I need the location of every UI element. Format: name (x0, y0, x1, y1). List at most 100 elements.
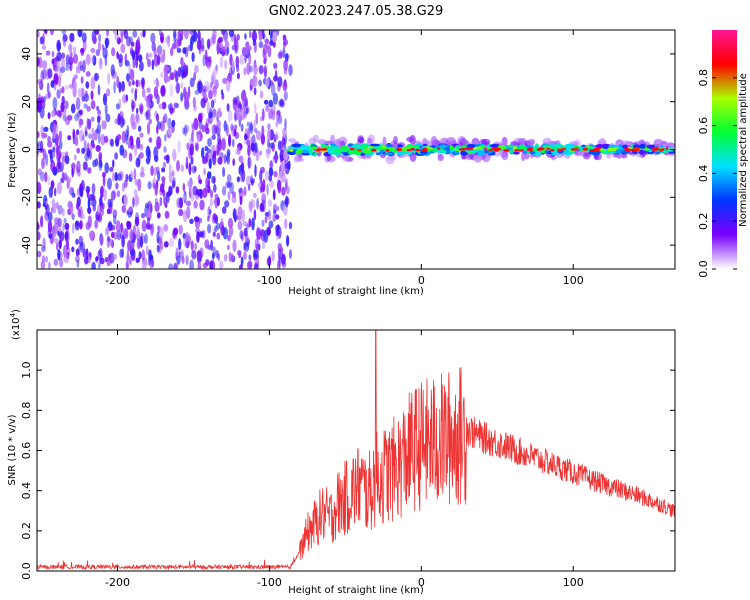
noise-cell (283, 160, 289, 170)
noise-cell (277, 52, 283, 59)
noise-cell (265, 38, 270, 50)
noise-cell (234, 124, 238, 131)
noise-cell (211, 134, 216, 140)
noise-cell (263, 65, 267, 79)
noise-cell (117, 113, 121, 126)
noise-cell (90, 100, 96, 110)
noise-cell (260, 116, 263, 122)
noise-cell (213, 183, 217, 193)
noise-cell (228, 134, 232, 147)
noise-cell (56, 89, 61, 99)
noise-cell (207, 206, 211, 219)
signal-cell (476, 150, 484, 156)
signal-cell (333, 146, 340, 151)
noise-cell (73, 74, 78, 80)
noise-cell (211, 124, 217, 136)
noise-cell (110, 64, 116, 77)
signal-cell (484, 150, 489, 154)
signal-cell (291, 143, 302, 148)
noise-cell (249, 30, 252, 39)
noise-cell (69, 202, 74, 215)
noise-cell (227, 109, 233, 122)
noise-cell (243, 251, 247, 261)
noise-cell (105, 113, 111, 123)
noise-cell (194, 216, 200, 223)
noise-cell (172, 227, 179, 236)
x-tick-label: -200 (105, 576, 130, 589)
signal-cell (439, 150, 445, 154)
noise-cell (41, 45, 47, 50)
signal-peak-cell (593, 147, 599, 151)
noise-cell (225, 181, 231, 189)
noise-cell (261, 199, 266, 213)
noise-cell (140, 32, 143, 38)
noise-cell (66, 240, 70, 250)
noise-cell (51, 58, 55, 65)
noise-cell (196, 189, 202, 197)
noise-cell (237, 146, 241, 156)
noise-cell (223, 34, 228, 43)
noise-cell (40, 260, 46, 269)
signal-cell (564, 149, 571, 155)
noise-cell (72, 46, 77, 55)
noise-cell (132, 56, 136, 69)
noise-cell (147, 93, 153, 101)
signal-peak-cell (634, 148, 641, 151)
noise-cell (56, 144, 60, 156)
signal-cell (632, 144, 641, 149)
noise-cell (222, 227, 228, 240)
noise-cell (43, 126, 49, 132)
noise-cell (65, 116, 71, 126)
noise-cell (143, 260, 149, 267)
noise-cell (79, 242, 86, 251)
noise-cell (57, 76, 62, 88)
noise-cell (51, 50, 55, 58)
noise-cell (227, 234, 231, 242)
noise-cell (79, 129, 84, 142)
noise-cell (273, 62, 278, 69)
noise-cell (42, 132, 48, 139)
noise-cell (208, 111, 214, 119)
noise-cell (97, 84, 101, 96)
noise-cell (216, 196, 220, 207)
noise-cell (218, 42, 224, 49)
noise-cell (116, 190, 121, 198)
noise-cell (168, 163, 172, 176)
noise-cell (267, 209, 271, 221)
noise-cell (135, 79, 139, 88)
noise-cell (261, 219, 265, 227)
noise-cell (216, 120, 221, 128)
noise-cell (164, 66, 170, 72)
noise-cell (194, 166, 197, 172)
noise-cell (104, 162, 109, 174)
noise-cell (185, 125, 190, 134)
noise-cell (248, 218, 252, 228)
noise-cell (56, 242, 59, 251)
noise-cell (185, 64, 189, 77)
y-tick-label: 0.2 (20, 522, 33, 540)
noise-cell (55, 201, 59, 209)
noise-cell (267, 199, 273, 207)
noise-cell (62, 33, 68, 42)
noise-cell (273, 203, 277, 214)
noise-cell (148, 52, 153, 58)
y-tick-label: 1.0 (20, 361, 33, 379)
noise-cell (172, 176, 176, 188)
noise-cell (144, 233, 148, 245)
noise-cell (94, 30, 100, 35)
noise-cell (136, 136, 141, 149)
noise-cell (147, 217, 150, 224)
y-tick-label: 0.6 (20, 442, 33, 460)
noise-cell (37, 142, 40, 155)
colorbar-tick-label: 0.8 (697, 69, 710, 87)
noise-cell (63, 217, 67, 224)
noise-cell (215, 64, 218, 72)
noise-cell (288, 221, 293, 230)
noise-cell (284, 178, 289, 184)
noise-cell (248, 45, 252, 51)
noise-cell (63, 100, 66, 114)
noise-cell (204, 157, 209, 164)
noise-cell (47, 112, 51, 120)
noise-cell (147, 58, 151, 68)
noise-cell (249, 65, 253, 73)
